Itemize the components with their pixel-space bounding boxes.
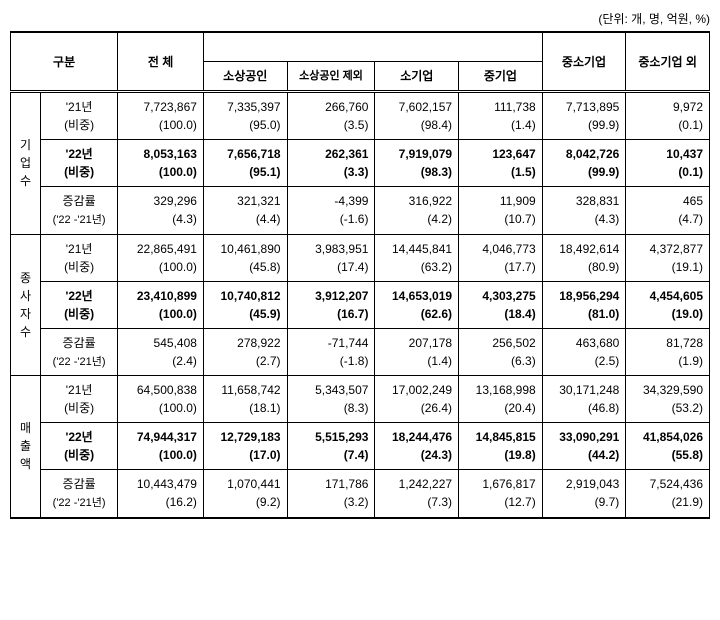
- cell: -71,744(-1.8): [287, 328, 375, 376]
- cell: 111,738(1.4): [459, 92, 543, 140]
- cell: 8,053,163(100.0): [118, 140, 204, 187]
- cell: 64,500,838(100.0): [118, 376, 204, 423]
- col-sme: 중소기업: [542, 32, 626, 92]
- cell: 12,729,183(17.0): [203, 423, 287, 470]
- cell: 465(4.7): [626, 187, 710, 235]
- col-sosang: 소상공인: [203, 62, 287, 92]
- section-companies: 기 업 수: [11, 92, 41, 235]
- cell: 5,515,293(7.4): [287, 423, 375, 470]
- section-employees: 종 사 자 수: [11, 234, 41, 376]
- cell: 7,919,079(98.3): [375, 140, 459, 187]
- cell: 328,831(4.3): [542, 187, 626, 235]
- cell: 262,361(3.3): [287, 140, 375, 187]
- cell: 4,046,773(17.7): [459, 234, 543, 281]
- cell: 316,922(4.2): [375, 187, 459, 235]
- cell: 207,178(1.4): [375, 328, 459, 376]
- col-medium: 중기업: [459, 62, 543, 92]
- cell: 4,303,275(18.4): [459, 281, 543, 328]
- cell: 266,760(3.5): [287, 92, 375, 140]
- section-sales: 매 출 액: [11, 376, 41, 518]
- cell: 1,676,817(12.7): [459, 470, 543, 518]
- cell: 463,680(2.5): [542, 328, 626, 376]
- cell: -4,399(-1.6): [287, 187, 375, 235]
- cell: 256,502(6.3): [459, 328, 543, 376]
- cell: 7,656,718(95.1): [203, 140, 287, 187]
- row-label: 증감률('22 -'21년): [41, 328, 118, 376]
- cell: 7,602,157(98.4): [375, 92, 459, 140]
- stats-table: 구분 전 체 중소기업 중소기업 외 소상공인 소상공인 제외 소기업 중기업 …: [10, 31, 710, 519]
- cell: 18,956,294(81.0): [542, 281, 626, 328]
- cell: 329,296(4.3): [118, 187, 204, 235]
- row-label: '21년(비중): [41, 376, 118, 423]
- cell: 4,454,605(19.0): [626, 281, 710, 328]
- cell: 18,244,476(24.3): [375, 423, 459, 470]
- cell: 7,723,867(100.0): [118, 92, 204, 140]
- cell: 34,329,590(53.2): [626, 376, 710, 423]
- cell: 10,437(0.1): [626, 140, 710, 187]
- cell: 41,854,026(55.8): [626, 423, 710, 470]
- col-sosang-excl: 소상공인 제외: [287, 62, 375, 92]
- cell: 1,242,227(7.3): [375, 470, 459, 518]
- cell: 14,845,815(19.8): [459, 423, 543, 470]
- cell: 10,461,890(45.8): [203, 234, 287, 281]
- cell: 17,002,249(26.4): [375, 376, 459, 423]
- col-group-empty: [203, 32, 542, 62]
- cell: 7,713,895(99.9): [542, 92, 626, 140]
- cell: 9,972(0.1): [626, 92, 710, 140]
- cell: 11,658,742(18.1): [203, 376, 287, 423]
- row-label: 증감률('22 -'21년): [41, 187, 118, 235]
- cell: 10,740,812(45.9): [203, 281, 287, 328]
- cell: 123,647(1.5): [459, 140, 543, 187]
- row-label: '22년(비중): [41, 140, 118, 187]
- cell: 7,524,436(21.9): [626, 470, 710, 518]
- cell: 10,443,479(16.2): [118, 470, 204, 518]
- cell: 11,909(10.7): [459, 187, 543, 235]
- cell: 30,171,248(46.8): [542, 376, 626, 423]
- cell: 1,070,441(9.2): [203, 470, 287, 518]
- cell: 33,090,291(44.2): [542, 423, 626, 470]
- cell: 7,335,397(95.0): [203, 92, 287, 140]
- cell: 171,786(3.2): [287, 470, 375, 518]
- col-gubun: 구분: [11, 32, 118, 92]
- cell: 545,408(2.4): [118, 328, 204, 376]
- cell: 74,944,317(100.0): [118, 423, 204, 470]
- row-label: 증감률('22 -'21년): [41, 470, 118, 518]
- cell: 278,922(2.7): [203, 328, 287, 376]
- row-label: '22년(비중): [41, 281, 118, 328]
- cell: 13,168,998(20.4): [459, 376, 543, 423]
- cell: 3,983,951(17.4): [287, 234, 375, 281]
- cell: 18,492,614(80.9): [542, 234, 626, 281]
- cell: 14,653,019(62.6): [375, 281, 459, 328]
- cell: 23,410,899(100.0): [118, 281, 204, 328]
- col-total: 전 체: [118, 32, 204, 92]
- cell: 2,919,043(9.7): [542, 470, 626, 518]
- cell: 14,445,841(63.2): [375, 234, 459, 281]
- cell: 81,728(1.9): [626, 328, 710, 376]
- cell: 5,343,507(8.3): [287, 376, 375, 423]
- col-non-sme: 중소기업 외: [626, 32, 710, 92]
- col-small: 소기업: [375, 62, 459, 92]
- cell: 8,042,726(99.9): [542, 140, 626, 187]
- cell: 321,321(4.4): [203, 187, 287, 235]
- cell: 22,865,491(100.0): [118, 234, 204, 281]
- unit-label: (단위: 개, 명, 억원, %): [10, 10, 710, 27]
- row-label: '21년(비중): [41, 234, 118, 281]
- cell: 4,372,877(19.1): [626, 234, 710, 281]
- row-label: '22년(비중): [41, 423, 118, 470]
- row-label: '21년(비중): [41, 92, 118, 140]
- cell: 3,912,207(16.7): [287, 281, 375, 328]
